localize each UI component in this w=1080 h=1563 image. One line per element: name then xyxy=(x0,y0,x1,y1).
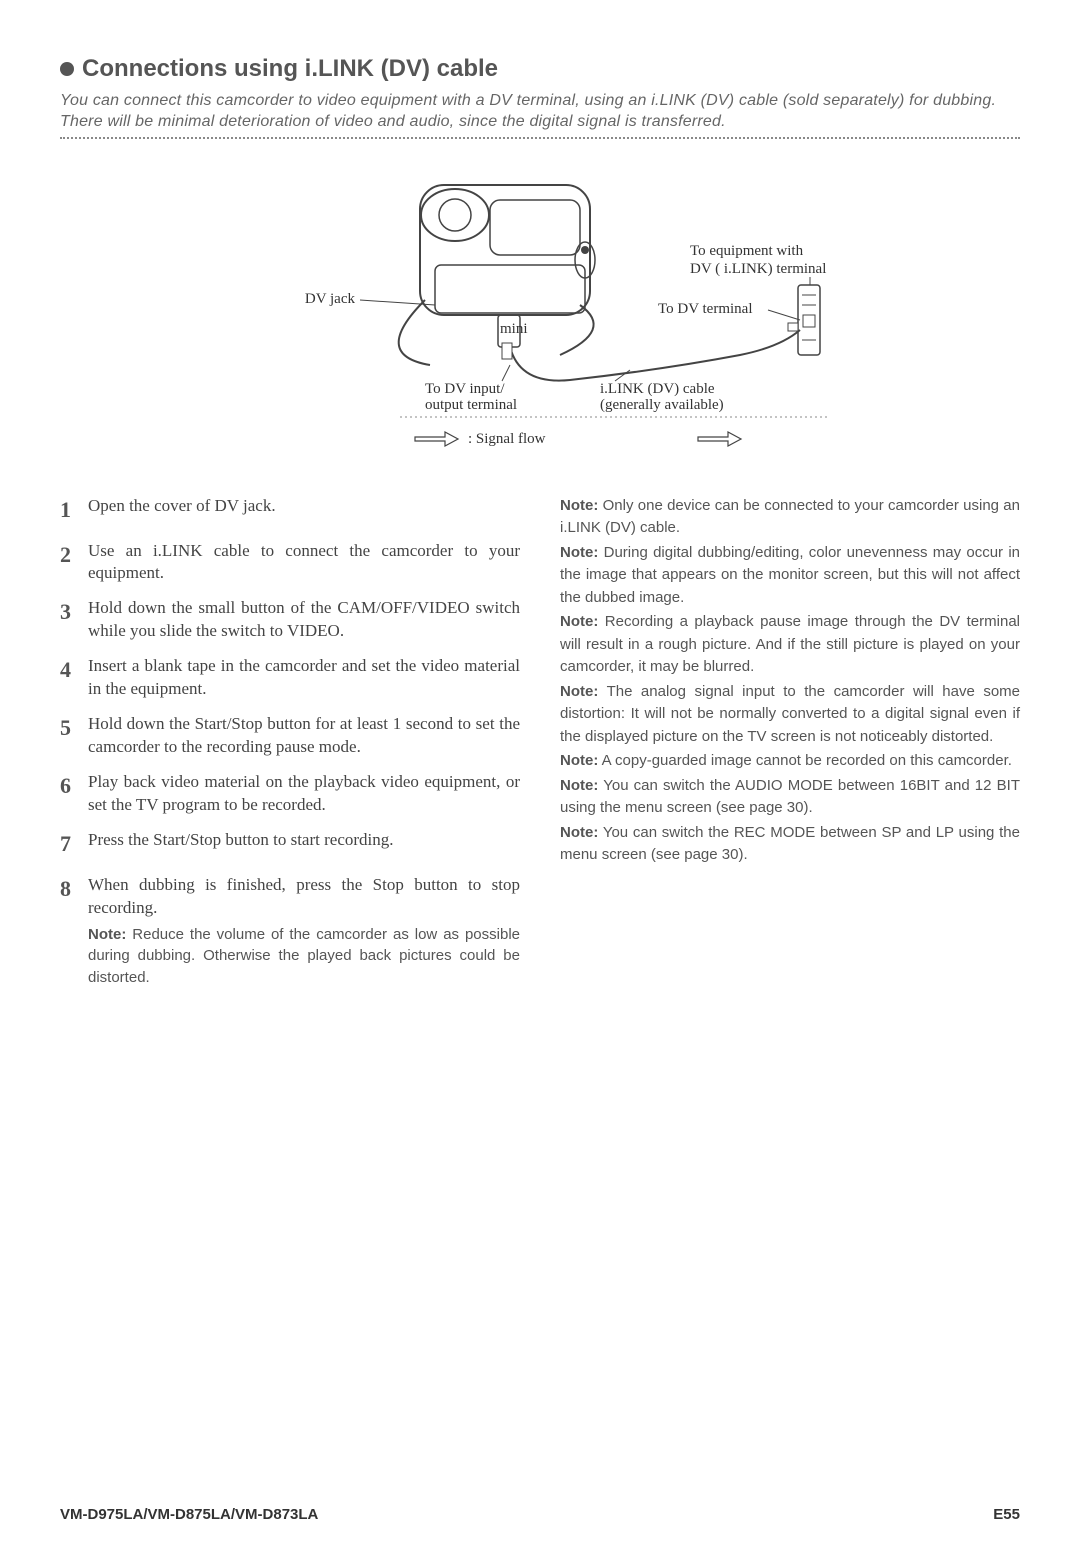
camcorder-outline: mini xyxy=(399,185,595,365)
left-column: Open the cover of DV jack. Use an i.LINK… xyxy=(60,495,520,1001)
note-label: Note: xyxy=(560,613,598,630)
step-1: Open the cover of DV jack. xyxy=(60,495,520,518)
steps-list: Open the cover of DV jack. Use an i.LINK… xyxy=(60,495,520,989)
content-columns: Open the cover of DV jack. Use an i.LINK… xyxy=(60,495,1020,1001)
label-cable-l1: i.LINK (DV) cable xyxy=(600,381,715,397)
note-7: Note: You can switch the REC MODE betwee… xyxy=(560,822,1020,867)
note-1: Note: Only one device can be connected t… xyxy=(560,495,1020,540)
note-6: Note: You can switch the AUDIO MODE betw… xyxy=(560,775,1020,820)
signal-flow-icon-left xyxy=(415,432,458,446)
step-8-note: Note: Reduce the volume of the camcorder… xyxy=(88,924,520,989)
note-6-text: You can switch the AUDIO MODE between 16… xyxy=(560,777,1020,817)
page-footer: VM-D975LA/VM-D875LA/VM-D873LA E55 xyxy=(60,1506,1020,1523)
intro-paragraph: You can connect this camcorder to video … xyxy=(60,91,1020,139)
step-3: Hold down the small button of the CAM/OF… xyxy=(60,597,520,643)
step-5: Hold down the Start/Stop button for at l… xyxy=(60,713,520,759)
label-signal-flow: : Signal flow xyxy=(468,431,546,447)
section-heading: Connections using i.LINK (DV) cable xyxy=(60,55,1020,83)
note-7-text: You can switch the REC MODE between SP a… xyxy=(560,824,1020,864)
step-4: Insert a blank tape in the camcorder and… xyxy=(60,655,520,701)
step-8-text: When dubbing is finished, press the Stop… xyxy=(88,875,520,917)
label-to-dv-terminal: To DV terminal xyxy=(658,301,753,317)
label-equip-l2: DV ( i.LINK) terminal xyxy=(690,261,826,277)
footer-model: VM-D975LA/VM-D875LA/VM-D873LA xyxy=(60,1506,318,1523)
note-4-text: The analog signal input to the camcorder… xyxy=(560,683,1020,745)
note-1-text: Only one device can be connected to your… xyxy=(560,497,1020,537)
connection-diagram: mini DV jack To equipment with DV ( i.LI… xyxy=(220,155,860,455)
svg-text:mini: mini xyxy=(500,321,528,337)
note-5: Note: A copy-guarded image cannot be rec… xyxy=(560,750,1020,773)
footer-page-number: E55 xyxy=(993,1506,1020,1523)
note-label: Note: xyxy=(560,683,598,700)
note-4: Note: The analog signal input to the cam… xyxy=(560,681,1020,749)
label-equip-l1: To equipment with xyxy=(690,243,804,259)
signal-flow-icon-right xyxy=(698,432,741,446)
equipment-outline xyxy=(798,285,820,355)
note-2-text: During digital dubbing/editing, color un… xyxy=(560,544,1020,606)
note-label: Note: xyxy=(88,926,126,943)
label-dv-io-l1: To DV input/ xyxy=(425,381,505,397)
step-8-note-text: Reduce the volume of the camcorder as lo… xyxy=(88,926,520,987)
label-dv-jack: DV jack xyxy=(305,291,356,307)
note-label: Note: xyxy=(560,824,598,841)
label-dv-io-l2: output terminal xyxy=(425,397,517,413)
note-label: Note: xyxy=(560,777,598,794)
note-2: Note: During digital dubbing/editing, co… xyxy=(560,542,1020,610)
step-2: Use an i.LINK cable to connect the camco… xyxy=(60,540,520,586)
step-7: Press the Start/Stop button to start rec… xyxy=(60,829,520,852)
note-3: Note: Recording a playback pause image t… xyxy=(560,611,1020,679)
right-column: Note: Only one device can be connected t… xyxy=(560,495,1020,1001)
note-3-text: Recording a playback pause image through… xyxy=(560,613,1020,675)
note-5-text: A copy-guarded image cannot be recorded … xyxy=(602,752,1012,769)
step-8: When dubbing is finished, press the Stop… xyxy=(60,874,520,989)
note-label: Note: xyxy=(560,544,598,561)
note-label: Note: xyxy=(560,752,598,769)
step-6: Play back video material on the playback… xyxy=(60,771,520,817)
note-label: Note: xyxy=(560,497,598,514)
label-cable-l2: (generally available) xyxy=(600,397,724,413)
